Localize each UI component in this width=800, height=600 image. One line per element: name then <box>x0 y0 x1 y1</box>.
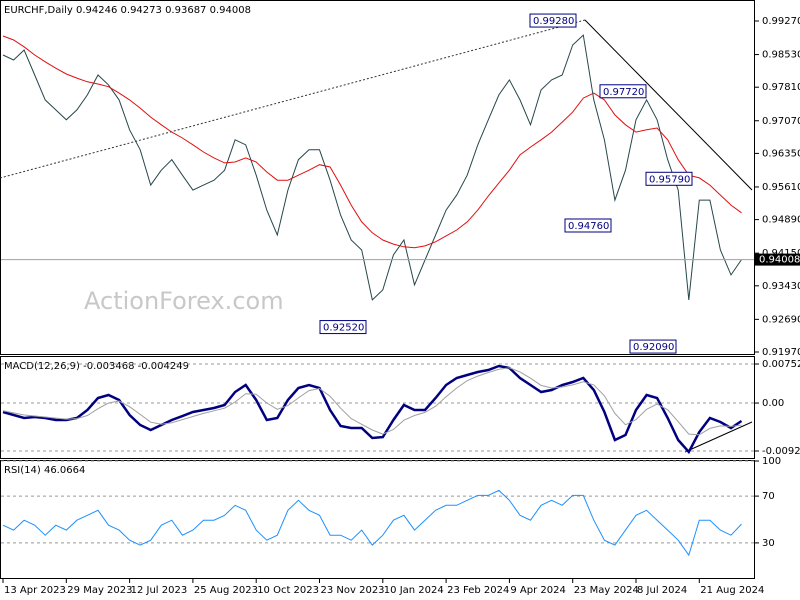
annotation-box <box>529 13 577 28</box>
annotation-label: 0.99280 <box>533 16 574 27</box>
rsi-title: RSI(14) 46.0664 <box>4 465 85 476</box>
x-tick-label: 23 Nov 2023 <box>321 585 385 596</box>
y-tick-label: 0.00 <box>762 398 784 409</box>
current-price-box <box>755 253 800 266</box>
y-tick-label: 0.98530 <box>762 50 800 61</box>
annotation-label: 0.95790 <box>649 174 690 185</box>
y-tick-label: 0.95610 <box>762 182 800 193</box>
y-tick-label: 0.92690 <box>762 314 800 325</box>
annotation-box <box>645 171 693 186</box>
x-tick-label: 23 Feb 2024 <box>447 585 509 596</box>
series-line <box>2 489 742 557</box>
y-tick-label: 70 <box>762 491 775 502</box>
trend-line <box>584 19 753 191</box>
x-tick-label: 29 May 2023 <box>67 585 132 596</box>
annotation-box <box>599 84 647 99</box>
trend-line <box>0 19 586 179</box>
x-tick-label: 10 Jan 2024 <box>384 585 444 596</box>
annotation-box <box>629 339 677 354</box>
x-tick-label: 9 Apr 2024 <box>510 585 565 596</box>
y-tick-label: 0.93430 <box>762 281 800 292</box>
y-tick-label: 0.94890 <box>762 215 800 226</box>
x-tick-label: 23 May 2024 <box>574 585 639 596</box>
current-price-label: 0.94008 <box>759 255 800 266</box>
y-tick-label: 0.97070 <box>762 116 800 127</box>
series-line <box>2 35 742 249</box>
x-tick-label: 25 Aug 2023 <box>194 585 258 596</box>
annotation-label: 0.92520 <box>323 323 364 334</box>
y-tick-label: 30 <box>762 538 775 549</box>
annotation-box <box>319 320 367 335</box>
y-tick-label: 0.99270 <box>762 16 800 27</box>
series-line <box>2 34 742 301</box>
rsi-panel <box>0 460 755 579</box>
series-line <box>2 367 742 436</box>
annotation-label: 0.92090 <box>633 342 674 353</box>
y-tick-label: -0.009252 <box>762 446 800 457</box>
annotation-label: 0.97720 <box>603 87 644 98</box>
macd-panel <box>0 356 755 459</box>
watermark: ActionForex.com <box>84 287 284 315</box>
annotation-label: 0.94760 <box>568 221 609 232</box>
x-tick-label: 12 Jul 2023 <box>131 585 188 596</box>
macd-title: MACD(12,26,9) -0.003468 -0.004249 <box>4 361 189 372</box>
series-line <box>2 364 743 455</box>
x-tick-label: 13 Apr 2023 <box>4 585 66 596</box>
x-tick-label: 8 Jul 2024 <box>637 585 687 596</box>
y-tick-label: 100 <box>762 456 781 467</box>
annotation-box <box>564 218 612 233</box>
x-tick-label: 21 Aug 2024 <box>700 585 764 596</box>
chart-title: EURCHF,Daily 0.94246 0.94273 0.93687 0.9… <box>4 5 251 16</box>
y-tick-label: 0.97810 <box>762 82 800 93</box>
y-tick-label: 0.91970 <box>762 347 800 358</box>
trend-line <box>684 421 753 453</box>
x-tick-label: 10 Oct 2023 <box>257 585 319 596</box>
y-tick-label: 0.007526 <box>762 359 800 370</box>
y-tick-label: 0.96350 <box>762 148 800 159</box>
